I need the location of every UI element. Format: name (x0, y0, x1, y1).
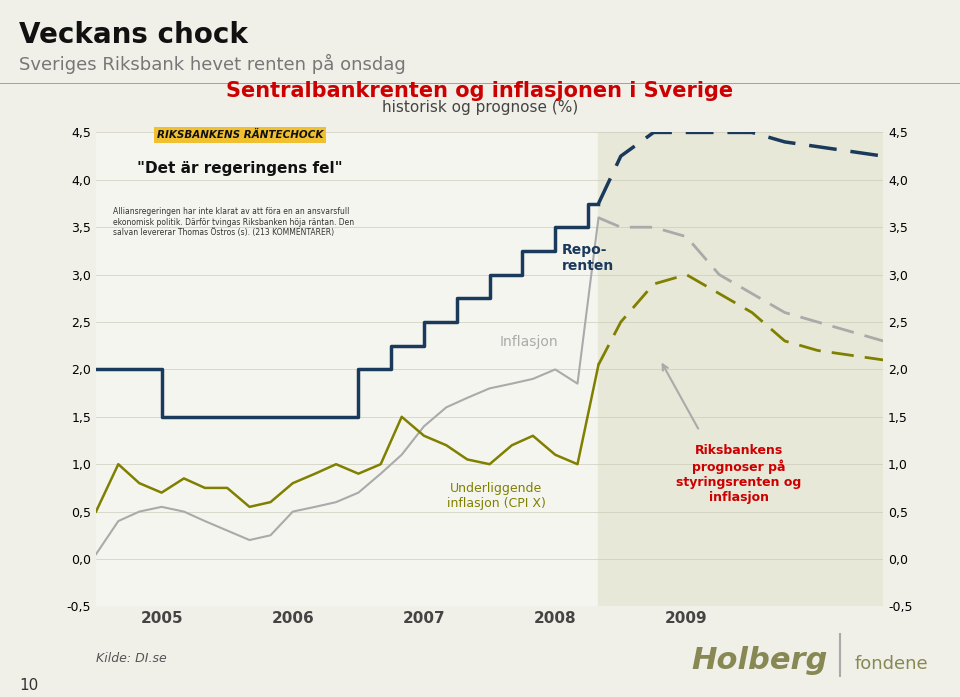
Text: Alliansregeringen har inte klarat av att föra en an ansvarsfull
ekonomisk politi: Alliansregeringen har inte klarat av att… (113, 208, 354, 237)
Text: fondene: fondene (854, 655, 928, 673)
Text: Holberg: Holberg (691, 646, 828, 675)
Text: Veckans chock: Veckans chock (19, 21, 248, 49)
Text: Sveriges Riksbank hevet renten på onsdag: Sveriges Riksbank hevet renten på onsdag (19, 54, 406, 75)
Text: Underliggende
inflasjon (CPI X): Underliggende inflasjon (CPI X) (446, 482, 545, 510)
Text: 10: 10 (19, 678, 38, 693)
Text: Riksbankens
prognoser på
styringsrenten og
inflasjon: Riksbankens prognoser på styringsrenten … (676, 444, 802, 504)
Bar (598, 132, 883, 606)
Text: "Det är regeringens fel": "Det är regeringens fel" (137, 160, 343, 176)
Text: Inflasjon: Inflasjon (499, 335, 559, 348)
Text: RIKSBANKENS RÄNTECHOCK: RIKSBANKENS RÄNTECHOCK (156, 130, 324, 140)
Text: Sentralbankrenten og inflasjonen i Sverige: Sentralbankrenten og inflasjonen i Sveri… (227, 81, 733, 101)
Text: Repo-
renten: Repo- renten (562, 243, 614, 273)
Text: historisk og prognose (%): historisk og prognose (%) (382, 100, 578, 115)
Text: Kilde: DI.se: Kilde: DI.se (96, 652, 167, 665)
